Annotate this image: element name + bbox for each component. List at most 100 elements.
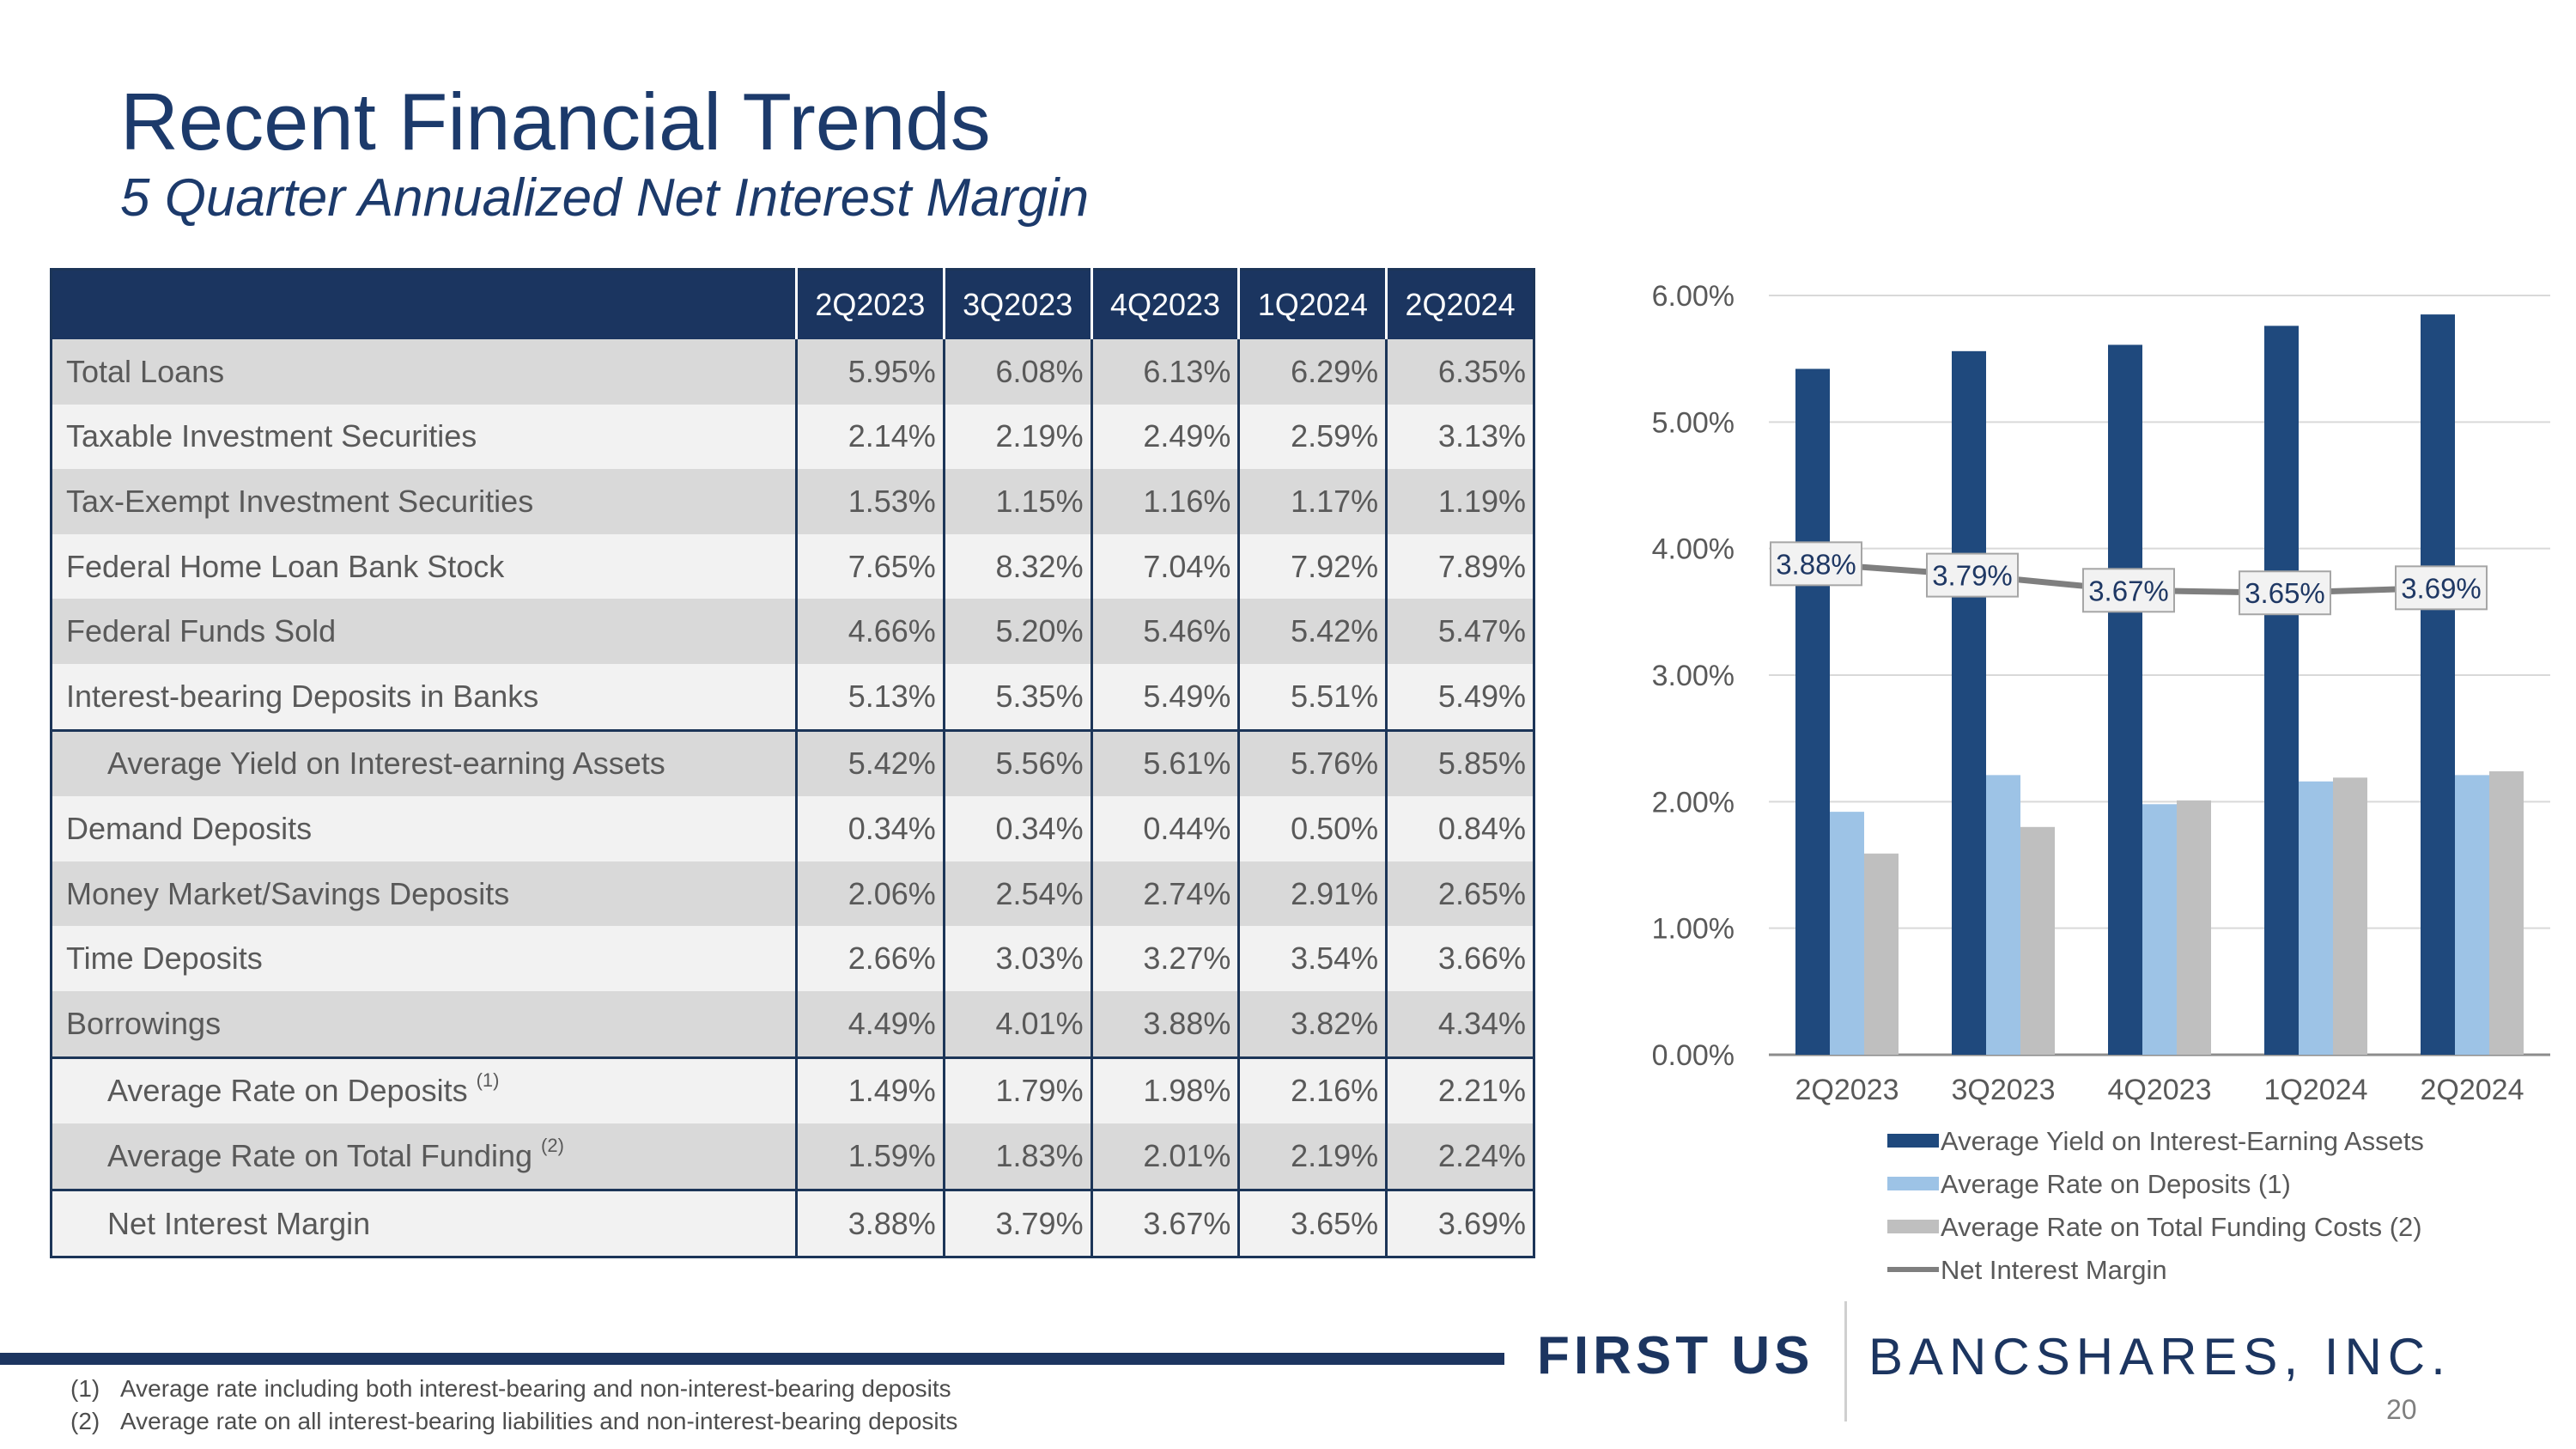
table-cell: 5.46% bbox=[1090, 599, 1239, 664]
x-tick-label: 3Q2023 bbox=[1952, 1074, 2056, 1106]
row-label: Average Rate on Total Funding (2) bbox=[51, 1123, 797, 1190]
table-cell: 7.92% bbox=[1237, 533, 1387, 600]
bar bbox=[2142, 804, 2177, 1055]
table-cell: 3.54% bbox=[1237, 926, 1387, 991]
table-row: Tax-Exempt Investment Securities 1.53% 1… bbox=[51, 469, 1534, 534]
row-label: Federal Funds Sold bbox=[51, 599, 797, 664]
table-cell: 5.76% bbox=[1237, 728, 1387, 797]
table-cell: 0.44% bbox=[1090, 796, 1239, 861]
page-title: Recent Financial Trends bbox=[120, 76, 991, 167]
table-cell: 2.14% bbox=[795, 404, 945, 470]
table-cell: 2.65% bbox=[1385, 861, 1534, 927]
bar bbox=[1864, 853, 1899, 1055]
table-row-subtotal: Average Rate on Deposits (1) 1.49% 1.79%… bbox=[51, 1056, 1534, 1124]
row-label: Interest-bearing Deposits in Banks bbox=[51, 663, 797, 731]
legend-swatch bbox=[1887, 1134, 1939, 1148]
table-cell: 6.29% bbox=[1237, 339, 1387, 405]
table-cell: 3.88% bbox=[1090, 990, 1239, 1058]
table-cell: 2.06% bbox=[795, 861, 945, 927]
table-cell: 1.98% bbox=[1090, 1056, 1239, 1124]
column-header: 3Q2023 bbox=[942, 269, 1092, 339]
column-header: 2Q2023 bbox=[795, 269, 945, 339]
table-cell: 2.16% bbox=[1237, 1056, 1387, 1124]
table-row-total: Net Interest Margin 3.88% 3.79% 3.67% 3.… bbox=[51, 1188, 1534, 1257]
row-label: Total Loans bbox=[51, 339, 797, 405]
table-cell: 2.74% bbox=[1090, 861, 1239, 927]
y-tick-label: 0.00% bbox=[1652, 1039, 1735, 1072]
table-cell: 1.83% bbox=[942, 1123, 1092, 1190]
bar bbox=[1952, 350, 1986, 1055]
page-number: 20 bbox=[2386, 1394, 2417, 1425]
x-tick-label: 1Q2024 bbox=[2264, 1074, 2368, 1106]
table-cell: 5.20% bbox=[942, 599, 1092, 664]
data-label: 3.79% bbox=[1932, 560, 2013, 592]
y-tick-label: 6.00% bbox=[1652, 280, 1735, 313]
table-cell: 3.69% bbox=[1385, 1188, 1534, 1257]
table-row: Borrowings 4.49% 4.01% 3.88% 3.82% 4.34% bbox=[51, 990, 1534, 1058]
row-label: Net Interest Margin bbox=[51, 1188, 797, 1257]
table-cell: 4.49% bbox=[795, 990, 945, 1058]
data-label-box bbox=[1926, 552, 2019, 598]
table-cell: 2.19% bbox=[942, 404, 1092, 470]
table-cell: 6.13% bbox=[1090, 339, 1239, 405]
table-cell: 5.47% bbox=[1385, 599, 1534, 664]
y-tick-label: 4.00% bbox=[1652, 533, 1735, 566]
table-row: Demand Deposits 0.34% 0.34% 0.44% 0.50% … bbox=[51, 796, 1534, 861]
table-cell: 3.65% bbox=[1237, 1188, 1387, 1257]
table-cell: 1.53% bbox=[795, 469, 945, 534]
table-cell: 5.49% bbox=[1090, 663, 1239, 731]
table-cell: 5.49% bbox=[1385, 663, 1534, 731]
table-cell: 6.08% bbox=[942, 339, 1092, 405]
row-label: Average Rate on Deposits (1) bbox=[51, 1056, 797, 1124]
footnote-number: (1) bbox=[70, 1375, 100, 1402]
footnote-text: Average rate on all interest-bearing lia… bbox=[120, 1408, 958, 1434]
y-tick-label: 1.00% bbox=[1652, 913, 1735, 946]
footnotes: (1) Average rate including both interest-… bbox=[70, 1373, 957, 1438]
table-cell: 0.34% bbox=[942, 796, 1092, 861]
table-cell: 5.42% bbox=[795, 728, 945, 797]
legend-label: Average Yield on Interest-Earning Assets bbox=[1941, 1126, 2424, 1156]
table-row: Federal Home Loan Bank Stock 7.65% 8.32%… bbox=[51, 533, 1534, 600]
rates-chart: 0.00% 1.00% 2.00% 3.00% 4.00% 5.00% 6.00% 2Q202… bbox=[1652, 280, 2550, 1285]
table-cell: 5.95% bbox=[795, 339, 945, 405]
column-header: 1Q2024 bbox=[1237, 269, 1387, 339]
x-tick-label: 2Q2023 bbox=[1795, 1074, 1899, 1106]
table-cell: 1.16% bbox=[1090, 469, 1239, 534]
table-cell: 1.49% bbox=[795, 1056, 945, 1124]
table-cell: 2.19% bbox=[1237, 1123, 1387, 1190]
table-cell: 2.66% bbox=[795, 926, 945, 991]
page-subtitle: 5 Quarter Annualized Net Interest Margin bbox=[120, 168, 1090, 228]
bar bbox=[2333, 777, 2367, 1055]
row-label: Time Deposits bbox=[51, 926, 797, 991]
logo-first-us: FIRST US bbox=[1537, 1326, 1814, 1385]
row-label-text: Average Rate on Total Funding bbox=[107, 1137, 533, 1173]
table-cell: 5.56% bbox=[942, 728, 1092, 797]
bar bbox=[1795, 368, 1830, 1055]
legend-label: Average Rate on Total Funding Costs (2) bbox=[1941, 1212, 2422, 1242]
bar bbox=[2264, 326, 2299, 1055]
table-cell: 2.21% bbox=[1385, 1056, 1534, 1124]
data-label: 3.69% bbox=[2401, 572, 2482, 604]
footnote-text: Average rate including both interest-bea… bbox=[120, 1375, 951, 1402]
table-cell: 5.61% bbox=[1090, 728, 1239, 797]
table-cell: 3.67% bbox=[1090, 1188, 1239, 1257]
table-cell: 2.54% bbox=[942, 861, 1092, 927]
table-cell: 5.51% bbox=[1237, 663, 1387, 731]
table-cell: 4.34% bbox=[1385, 990, 1534, 1058]
table-cell: 5.13% bbox=[795, 663, 945, 731]
table-row: Federal Funds Sold 4.66% 5.20% 5.46% 5.4… bbox=[51, 599, 1534, 664]
rates-table: 2Q2023 3Q2023 4Q2023 1Q2024 2Q2024 Total… bbox=[50, 268, 1535, 1259]
footnote-marker: (2) bbox=[541, 1134, 564, 1156]
table-cell: 5.42% bbox=[1237, 599, 1387, 664]
data-label: 3.88% bbox=[1776, 548, 1856, 580]
table-cell: 1.17% bbox=[1237, 469, 1387, 534]
table-cell: 2.24% bbox=[1385, 1123, 1534, 1190]
table-cell: 3.66% bbox=[1385, 926, 1534, 991]
row-label: Demand Deposits bbox=[51, 796, 797, 861]
row-label: Borrowings bbox=[51, 990, 797, 1058]
table-cell: 1.59% bbox=[795, 1123, 945, 1190]
data-label-box bbox=[2082, 568, 2175, 613]
y-tick-label: 5.00% bbox=[1652, 406, 1735, 439]
table-cell: 5.35% bbox=[942, 663, 1092, 731]
table-cell: 1.15% bbox=[942, 469, 1092, 534]
